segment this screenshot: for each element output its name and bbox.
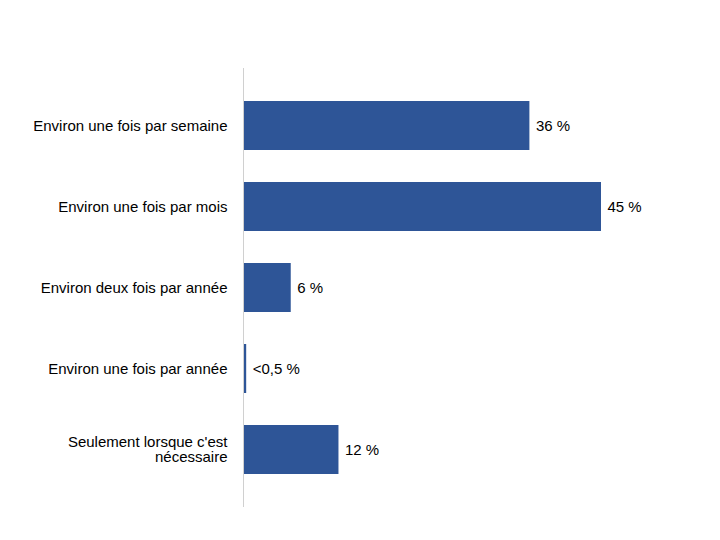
svg-text:Seulement lorsque c'estnécessa: Seulement lorsque c'estnécessaire	[68, 433, 228, 465]
svg-text:<0,5 %: <0,5 %	[253, 360, 300, 377]
svg-text:Environ deux fois par année: Environ deux fois par année	[41, 279, 228, 296]
svg-text:Environ une fois par mois: Environ une fois par mois	[58, 198, 227, 215]
svg-text:Environ une fois par année: Environ une fois par année	[48, 360, 227, 377]
svg-text:12 %: 12 %	[345, 441, 379, 458]
svg-text:Environ une fois par semaine: Environ une fois par semaine	[33, 117, 227, 134]
svg-text:36 %: 36 %	[536, 117, 570, 134]
svg-text:6 %: 6 %	[297, 279, 323, 296]
svg-text:45 %: 45 %	[608, 198, 642, 215]
